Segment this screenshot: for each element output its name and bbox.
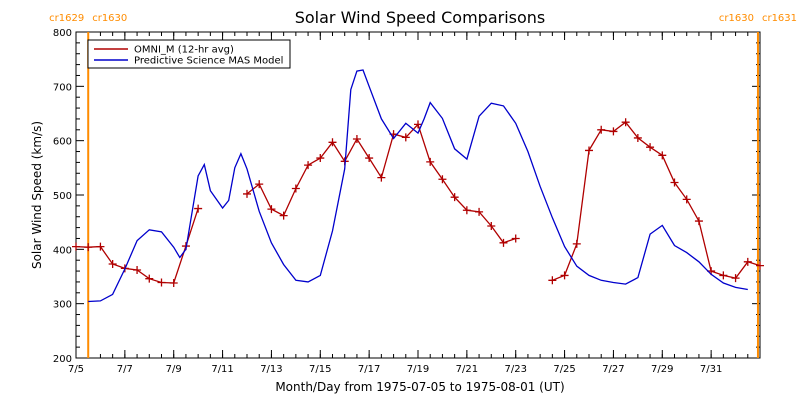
data-point: [462, 206, 471, 215]
x-tick-label: 7/23: [504, 364, 526, 375]
data-point: [438, 175, 447, 184]
x-tick-label: 7/25: [553, 364, 575, 375]
data-point: [365, 154, 374, 163]
series-layer: [72, 69, 764, 303]
x-tick-label: 7/21: [456, 364, 478, 375]
y-tick-label: 500: [53, 191, 72, 202]
x-tick-label: 7/27: [602, 364, 624, 375]
data-point: [194, 204, 203, 213]
data-point: [475, 207, 484, 216]
data-point: [719, 271, 728, 280]
x-tick-label: 7/7: [117, 364, 133, 375]
data-point: [560, 271, 569, 280]
data-point: [658, 151, 667, 160]
x-tick-label: 7/17: [358, 364, 380, 375]
data-point: [377, 173, 386, 182]
series-predictive-science-mas-model: [88, 69, 748, 303]
x-tick-label: 7/13: [260, 364, 282, 375]
legend-entry: Predictive Science MAS Model: [134, 56, 283, 67]
data-point: [157, 278, 166, 287]
data-point: [756, 261, 764, 270]
data-point: [646, 143, 655, 152]
series-line: [552, 121, 761, 281]
carrington-label-right: cr1630: [92, 13, 127, 24]
legend-entry: OMNI_M (12-hr avg): [134, 45, 234, 56]
data-point: [96, 242, 105, 251]
data-point: [609, 127, 618, 136]
carrington-label-left: cr1629: [49, 13, 84, 24]
y-tick-label: 300: [53, 300, 72, 311]
x-tick-label: 7/5: [68, 364, 84, 375]
x-tick-label: 7/29: [651, 364, 673, 375]
data-point: [108, 260, 117, 269]
y-axis-ticks: 200 300 400 500 600 700 800: [53, 28, 760, 365]
data-point: [621, 118, 630, 127]
x-axis-label: Month/Day from 1975-07-05 to 1975-08-01 …: [275, 380, 564, 394]
data-point: [304, 161, 313, 170]
y-tick-label: 400: [53, 245, 72, 256]
data-point: [255, 180, 264, 189]
data-point: [243, 189, 251, 198]
data-point: [279, 211, 288, 220]
x-axis-ticks: 7/5 7/7 7/9 7/11 7/13 7/15 7/17 7/19 7/21 7/23 7/2…: [68, 32, 761, 375]
carrington-label-left: cr1630: [719, 13, 754, 24]
data-point: [743, 257, 752, 266]
plot-frame: [75, 31, 761, 359]
data-point: [291, 184, 300, 193]
y-tick-label: 700: [53, 82, 72, 93]
data-point: [414, 120, 422, 129]
x-tick-label: 7/15: [309, 364, 331, 375]
data-point: [548, 276, 557, 285]
data-point: [401, 133, 410, 142]
data-point: [499, 238, 508, 247]
data-point: [133, 265, 142, 274]
carrington-rotation-lines: cr1629 cr1630 cr1630 cr1631: [49, 13, 797, 358]
chart-title: Solar Wind Speed Comparisons: [295, 8, 546, 27]
x-tick-label: 7/9: [166, 364, 182, 375]
data-point: [328, 138, 337, 147]
data-point: [145, 274, 154, 283]
legend: OMNI_M (12-hr avg)Predictive Science MAS…: [87, 39, 291, 69]
data-point: [731, 274, 740, 283]
y-tick-label: 200: [53, 354, 72, 365]
data-point: [572, 239, 581, 248]
x-tick-label: 7/31: [700, 364, 722, 375]
y-tick-label: 600: [53, 137, 72, 148]
data-point: [169, 279, 178, 288]
data-point: [352, 135, 361, 144]
data-point: [670, 178, 679, 187]
data-point: [694, 217, 703, 226]
x-tick-label: 7/11: [211, 364, 233, 375]
data-point: [84, 243, 93, 252]
data-point: [267, 205, 276, 214]
legend-box: [87, 39, 291, 69]
data-point: [633, 133, 642, 142]
data-point: [682, 195, 691, 204]
data-point: [450, 193, 459, 202]
data-point: [511, 234, 520, 243]
data-point: [487, 221, 496, 230]
carrington-label-right: cr1631: [762, 13, 797, 24]
series-omni-m-12-hr-avg: [72, 118, 764, 288]
data-point: [597, 125, 606, 134]
y-tick-label: 800: [53, 28, 72, 39]
plot-border: [75, 31, 761, 359]
data-point: [426, 157, 435, 166]
x-tick-label: 7/19: [407, 364, 429, 375]
data-point: [585, 146, 593, 155]
data-point: [316, 154, 325, 163]
series-line: [246, 123, 516, 244]
y-axis-label: Solar Wind Speed (km/s): [30, 121, 44, 269]
data-point: [72, 242, 80, 251]
series-line: [88, 69, 748, 303]
